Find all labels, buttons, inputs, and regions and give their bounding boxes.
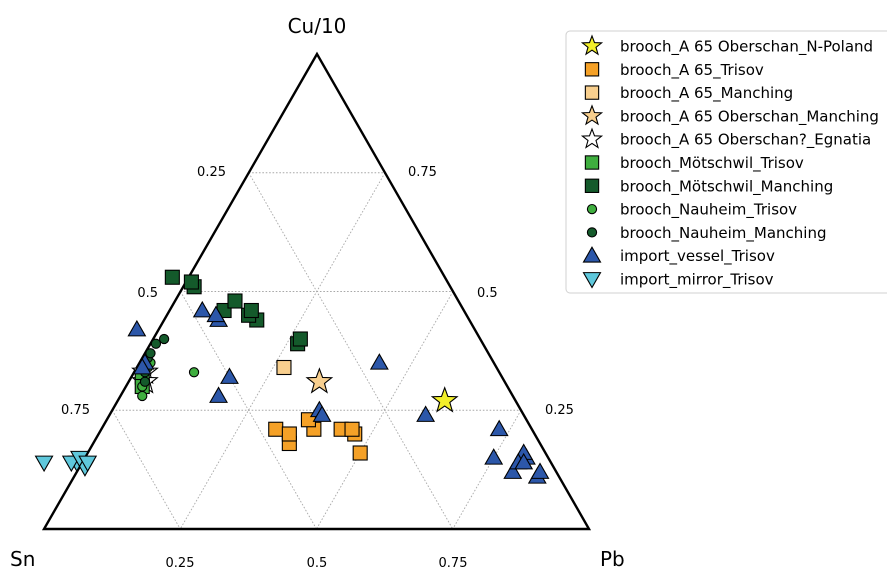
data-point [158,333,170,345]
data-point [416,405,436,422]
data-point [183,274,199,290]
legend-label: import_vessel_Trisov [620,247,775,266]
series-9 [127,300,550,484]
data-point [34,455,54,473]
legend-marker [584,62,600,77]
legend-label: brooch_Mötschwil_Manching [620,177,833,196]
grid-line [248,172,454,530]
vertex-label-left: Sn [10,547,35,570]
legend-label: brooch_A 65_Manching [620,84,793,103]
data-point [206,305,226,323]
data-point [127,319,147,337]
legend-marker [584,155,600,170]
legend-label: brooch_Nauheim_Trisov [620,201,797,220]
legend-label: brooch_A 65 Oberschan_Manching [620,107,879,126]
data-point [137,390,148,402]
tick-label-left: 0.5 [137,286,158,301]
data-point [369,353,389,370]
legend-marker [584,178,600,193]
data-point [281,426,297,442]
tick-label-left: 0.75 [61,403,90,418]
grid-line [316,291,454,530]
legend-marker [580,34,604,56]
legend-label: import_mirror_Trisov [620,271,774,290]
data-point [209,386,228,403]
vertex-label-top: Cu/10 [288,14,347,38]
data-point [352,445,368,461]
data-point [268,421,284,437]
legend-marker [580,104,604,126]
data-point [514,452,534,470]
vertex-label-right: Pb [600,547,625,570]
data-point [276,359,292,376]
grid-line [452,410,522,530]
legend-label: brooch_Nauheim_Manching [620,224,827,243]
data-point [430,386,459,413]
data-point [227,293,243,309]
tick-label-left: 0.25 [197,165,226,180]
data-point [484,448,504,465]
legend-label: brooch_A 65_Trisov [620,61,764,80]
data-point [344,421,360,437]
data-point [192,300,212,318]
tick-label-right: 0.5 [477,286,498,301]
legend-marker [586,203,598,215]
data-point [188,367,200,378]
series-2 [276,359,292,376]
data-points [34,269,550,484]
grid-line [179,172,386,530]
legend-marker [580,127,604,149]
series-3 [305,367,334,394]
legend-label: brooch_A 65 Oberschan_N-Poland [620,38,873,57]
legend-label: brooch_A 65 Oberschan?_Egnatia [620,131,871,150]
data-point [150,338,162,349]
tick-label-bottom: 0.5 [307,556,328,570]
series-10 [34,450,98,477]
grid-lines [111,172,522,530]
data-point [292,331,308,347]
legend-label: brooch_Mötschwil_Trisov [620,154,804,173]
tick-labels: 0.25 0.5 0.75 0.25 0.5 0.75 0.75 0.5 0.25 [61,165,574,570]
data-point [164,269,180,285]
tick-label-right: 0.75 [408,165,437,180]
tick-label-right: 0.25 [545,403,574,418]
data-point [139,376,151,387]
series-6 [164,269,308,352]
data-point [530,462,550,479]
data-point [503,462,523,479]
data-point [220,367,239,384]
data-point [243,302,259,319]
tick-label-bottom: 0.75 [439,556,468,570]
legend-marker [582,272,602,289]
tick-label-bottom: 0.25 [166,556,195,570]
data-point [145,348,156,359]
grid-line [180,291,317,530]
series-0 [430,386,459,413]
legend-box [565,30,887,294]
data-point [305,367,334,394]
data-point [489,419,509,437]
series-1 [268,412,368,461]
legend-marker [586,227,598,238]
grid-line [111,410,181,530]
legend-marker [584,85,600,100]
legend-marker [582,246,602,263]
data-point [78,455,98,473]
data-point [132,357,152,375]
ternary-triangle-frame [41,51,592,531]
data-point [312,405,332,422]
legend: brooch_A 65 Oberschan_N-Poland brooch_A 6… [565,30,887,294]
